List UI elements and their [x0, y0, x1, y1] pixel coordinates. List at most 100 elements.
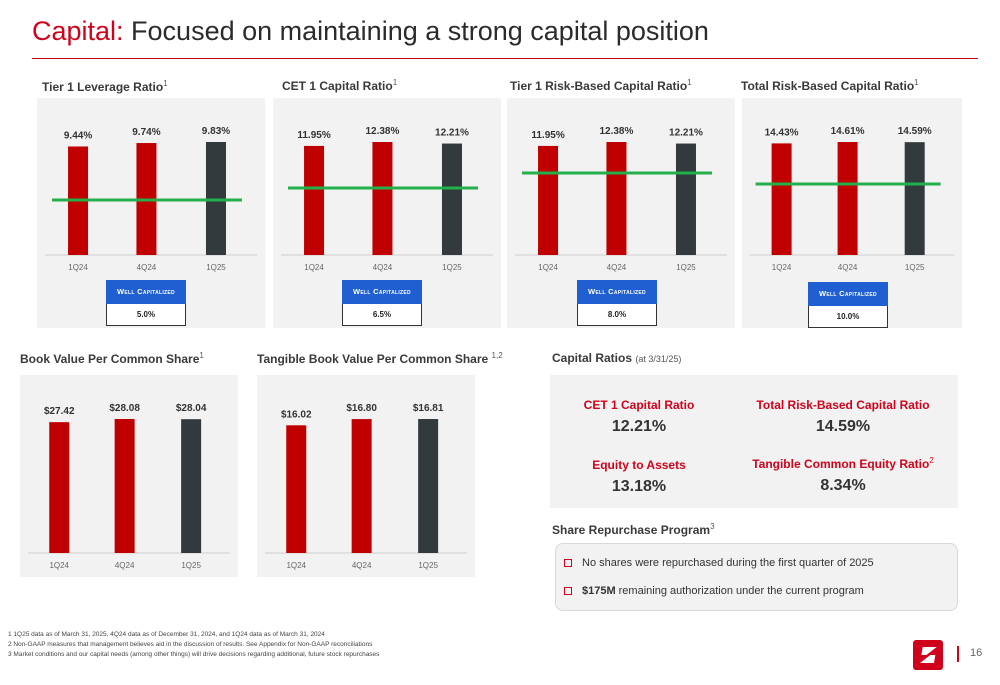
company-logo-icon — [913, 640, 943, 670]
footnote: 1 1Q25 data as of March 31, 2025, 4Q24 d… — [8, 631, 325, 638]
data-label: 9.44% — [64, 130, 92, 141]
bar-1Q24 — [304, 145, 325, 255]
well-capitalized-header: Well Capitalized — [577, 280, 657, 304]
repurchase-item: $175M remaining authorization under the … — [564, 585, 864, 597]
well-capitalized-value: 8.0% — [577, 304, 657, 326]
x-tick-label: 4Q24 — [137, 263, 157, 272]
title-divider — [32, 58, 978, 59]
ratio-value: 14.59% — [815, 418, 871, 435]
bar-1Q24 — [771, 143, 792, 255]
data-label: 14.59% — [898, 126, 932, 137]
data-label: 11.95% — [531, 130, 564, 141]
title-accent: Capital: — [32, 16, 124, 46]
well-capitalized-value: 6.5% — [342, 304, 422, 326]
ratio-total-risk: Total Risk-Based Capital Ratio 14.59% — [746, 398, 940, 436]
data-label: $16.80 — [346, 403, 377, 414]
footnotes: 1 1Q25 data as of March 31, 2025, 4Q24 d… — [8, 630, 379, 660]
repurchase-text: remaining authorization under the curren… — [618, 585, 864, 597]
bvps-title: Book Value Per Common Share1 — [20, 351, 204, 366]
repurchase-panel: No shares were repurchased during the fi… — [555, 543, 958, 611]
bvps-chart: $27.42 1Q24 $28.08 4Q24 $28.04 1Q25 — [20, 375, 238, 577]
checkbox-bullet-icon — [564, 587, 572, 595]
x-tick-label: 1Q25 — [181, 561, 201, 570]
x-tick-label: 4Q24 — [607, 263, 627, 272]
data-label: $28.08 — [109, 403, 140, 414]
bar-chart-svg: 11.95% 1Q24 12.38% 4Q24 12.21% 1Q25 — [515, 126, 727, 272]
x-tick-label: 1Q25 — [905, 263, 925, 272]
cet1-well-capitalized: Well Capitalized 6.5% — [342, 280, 422, 326]
data-label: 12.38% — [599, 126, 633, 137]
ratio-value: 12.21% — [611, 418, 667, 435]
bar-4Q24 — [351, 419, 372, 553]
bar-chart-svg: $16.02 1Q24 $16.80 4Q24 $16.81 1Q25 — [265, 403, 467, 570]
total-risk-title: Total Risk-Based Capital Ratio1 — [741, 78, 919, 93]
x-tick-label: 1Q24 — [304, 263, 324, 272]
bar-chart-svg: 14.43% 1Q24 14.61% 4Q24 14.59% 1Q25 — [750, 126, 954, 272]
bar-1Q25 — [904, 142, 925, 255]
bar-4Q24 — [114, 419, 135, 553]
repurchase-amount: $175M — [582, 585, 616, 597]
data-label: $16.81 — [413, 403, 444, 414]
x-tick-label: 4Q24 — [352, 561, 372, 570]
tbvps-chart: $16.02 1Q24 $16.80 4Q24 $16.81 1Q25 — [257, 375, 475, 577]
ratio-value: 8.34% — [820, 477, 866, 494]
data-label: $28.04 — [176, 403, 207, 414]
x-tick-label: 4Q24 — [838, 263, 858, 272]
x-tick-label: 4Q24 — [115, 561, 135, 570]
data-label: 12.38% — [365, 126, 399, 137]
title-text: Focused on maintaining a strong capital … — [123, 16, 709, 46]
bar-1Q24 — [286, 425, 307, 553]
cet1-title: CET 1 Capital Ratio1 — [282, 78, 398, 93]
bar-4Q24 — [837, 142, 858, 255]
data-label: 12.21% — [669, 128, 703, 139]
ratio-tce: Tangible Common Equity Ratio2 8.34% — [746, 456, 940, 495]
bar-1Q24 — [49, 422, 70, 553]
bar-1Q25 — [181, 419, 202, 553]
ratio-cet1: CET 1 Capital Ratio 12.21% — [564, 398, 714, 436]
repurchase-text: No shares were repurchased during the fi… — [582, 557, 874, 569]
ratio-value: 13.18% — [611, 478, 667, 495]
bar-4Q24 — [372, 142, 393, 255]
repurchase-item: No shares were repurchased during the fi… — [564, 557, 874, 569]
tbvps-title: Tangible Book Value Per Common Share 1,2 — [257, 351, 503, 366]
capital-ratios-title: Capital Ratios (at 3/31/25) — [552, 351, 682, 365]
bar-1Q25 — [675, 143, 696, 255]
ratio-equity-to-assets: Equity to Assets 13.18% — [564, 458, 714, 496]
footer-divider — [957, 646, 959, 662]
bar-chart-svg: 9.44% 1Q24 9.74% 4Q24 9.83% 1Q25 — [45, 126, 257, 272]
tier1-risk-chart: 11.95% 1Q24 12.38% 4Q24 12.21% 1Q25 — [507, 98, 735, 328]
tier1-leverage-well-capitalized: Well Capitalized 5.0% — [106, 280, 186, 326]
footnote: 2 Non-GAAP measures that management beli… — [8, 641, 373, 648]
ratio-label: CET 1 Capital Ratio — [583, 398, 695, 412]
x-tick-label: 1Q25 — [442, 263, 462, 272]
tier1-leverage-title: Tier 1 Leverage Ratio1 — [42, 79, 168, 94]
total-risk-well-capitalized: Well Capitalized 10.0% — [808, 282, 888, 328]
data-label: 12.21% — [435, 128, 469, 139]
repurchase-title: Share Repurchase Program3 — [552, 522, 715, 537]
page-title: Capital: Focused on maintaining a strong… — [32, 16, 709, 47]
capital-ratios-panel: CET 1 Capital Ratio 12.21% Total Risk-Ba… — [550, 375, 958, 508]
bar-1Q25 — [441, 143, 462, 255]
bar-1Q24 — [538, 145, 559, 255]
bar-chart-svg: $27.42 1Q24 $28.08 4Q24 $28.04 1Q25 — [28, 403, 230, 570]
checkbox-bullet-icon — [564, 559, 572, 567]
bar-1Q25 — [418, 419, 439, 553]
x-tick-label: 1Q24 — [49, 561, 69, 570]
data-label: 9.83% — [202, 126, 230, 137]
well-capitalized-header: Well Capitalized — [808, 282, 888, 306]
data-label: 14.61% — [831, 126, 865, 137]
well-capitalized-header: Well Capitalized — [106, 280, 186, 304]
data-label: 9.74% — [132, 127, 160, 138]
footnote: 3 Market conditions and our capital need… — [8, 651, 380, 658]
ratio-label: Tangible Common Equity Ratio2 — [752, 456, 934, 471]
x-tick-label: 1Q24 — [286, 561, 306, 570]
well-capitalized-header: Well Capitalized — [342, 280, 422, 304]
data-label: 14.43% — [765, 127, 799, 138]
bar-4Q24 — [606, 142, 627, 255]
well-capitalized-value: 5.0% — [106, 304, 186, 326]
page-number: 16 — [970, 647, 983, 659]
x-tick-label: 1Q24 — [538, 263, 558, 272]
tier1-risk-well-capitalized: Well Capitalized 8.0% — [577, 280, 657, 326]
tier1-risk-title: Tier 1 Risk-Based Capital Ratio1 — [510, 78, 692, 93]
x-tick-label: 1Q24 — [68, 263, 88, 272]
